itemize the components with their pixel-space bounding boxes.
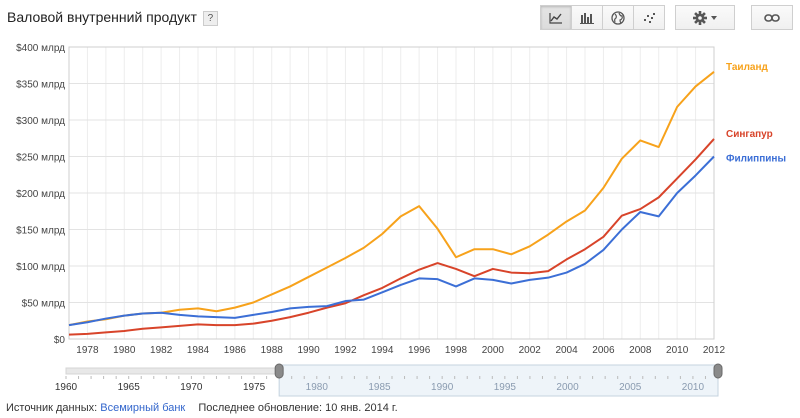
plot-frame <box>68 46 715 340</box>
gdp-line-chart: $0 $50 млрд $100 млрд $150 млрд $200 млрд $25… <box>16 43 786 397</box>
x-tick-label: 1998 <box>445 345 468 356</box>
timeline-label: 1975 <box>243 382 266 393</box>
scatter-chart-icon <box>644 12 655 23</box>
x-tick-label: 2012 <box>703 345 726 356</box>
x-tick-label: 1982 <box>150 345 173 356</box>
timeline-label: 1965 <box>118 382 141 393</box>
x-tick-label: 1980 <box>113 345 136 356</box>
x-tick-label: 2004 <box>555 345 578 356</box>
y-tick-label: $300 млрд <box>16 116 65 127</box>
x-tick-label: 1996 <box>408 345 431 356</box>
x-tick-label: 1978 <box>76 345 99 356</box>
series-label-thailand: Таиланд <box>726 62 769 73</box>
link-icon <box>764 13 780 22</box>
series-line-thailand <box>68 71 715 327</box>
source-label: Источник данных: <box>6 402 98 414</box>
series-label-philippines: Филиппины <box>726 154 786 165</box>
x-tick-label: 2002 <box>519 345 542 356</box>
settings-button[interactable] <box>675 5 735 30</box>
x-tick-label: 1990 <box>297 345 320 356</box>
chart-type-toolbar <box>540 5 665 30</box>
x-tick-label: 2006 <box>592 345 615 356</box>
x-tick-label: 1988 <box>261 345 284 356</box>
y-tick-label: $50 млрд <box>22 299 66 310</box>
timeline-label: 2000 <box>556 382 579 393</box>
x-tick-label: 1994 <box>371 345 394 356</box>
series-label-singapore: Сингапур <box>726 129 773 140</box>
x-tick-label: 2000 <box>482 345 505 356</box>
title-text: Валовой внутренний продукт <box>7 9 197 25</box>
y-tick-label: $0 <box>54 335 66 346</box>
last-updated: Последнее обновление: 10 янв. 2014 г. <box>198 402 398 414</box>
gear-icon <box>693 10 717 25</box>
y-tick-label: $150 млрд <box>16 226 65 237</box>
y-tick-label: $250 млрд <box>16 153 65 164</box>
timeline-label: 1970 <box>180 382 203 393</box>
map-button[interactable] <box>602 5 634 30</box>
y-tick-label: $350 млрд <box>16 80 65 91</box>
timeline-label: 1995 <box>494 382 517 393</box>
series-line-philippines <box>68 155 715 327</box>
timeline-selection <box>278 364 719 397</box>
x-tick-label: 2008 <box>629 345 652 356</box>
bar-chart-button[interactable] <box>571 5 603 30</box>
timeline-label: 1960 <box>55 382 78 393</box>
y-tick-label: $400 млрд <box>16 43 65 54</box>
line-chart-icon <box>549 12 562 24</box>
timeline-label: 1980 <box>306 382 329 393</box>
timeline-start-handle[interactable] <box>274 363 284 379</box>
map-icon <box>611 10 625 25</box>
help-icon[interactable]: ? <box>202 11 218 26</box>
link-button[interactable] <box>751 5 793 30</box>
source-link[interactable]: Всемирный банк <box>100 402 186 414</box>
timeline-end-handle[interactable] <box>713 363 723 379</box>
timeline-label: 2005 <box>619 382 642 393</box>
timeline-label: 2010 <box>682 382 705 393</box>
x-tick-label: 1984 <box>187 345 210 356</box>
x-tick-label: 2010 <box>666 345 689 356</box>
y-tick-label: $200 млрд <box>16 189 65 200</box>
timeline-label: 1985 <box>368 382 391 393</box>
x-tick-label: 1992 <box>334 345 357 356</box>
series-line-singapore <box>68 138 715 336</box>
scatter-chart-button[interactable] <box>633 5 665 30</box>
x-tick-label: 1986 <box>224 345 247 356</box>
footer: Источник данных: Всемирный банк Последне… <box>6 402 398 414</box>
page-title: Валовой внутренний продукт? <box>7 9 218 26</box>
bar-chart-icon <box>580 12 594 24</box>
timeline-label: 1990 <box>431 382 454 393</box>
y-tick-label: $100 млрд <box>16 262 65 273</box>
